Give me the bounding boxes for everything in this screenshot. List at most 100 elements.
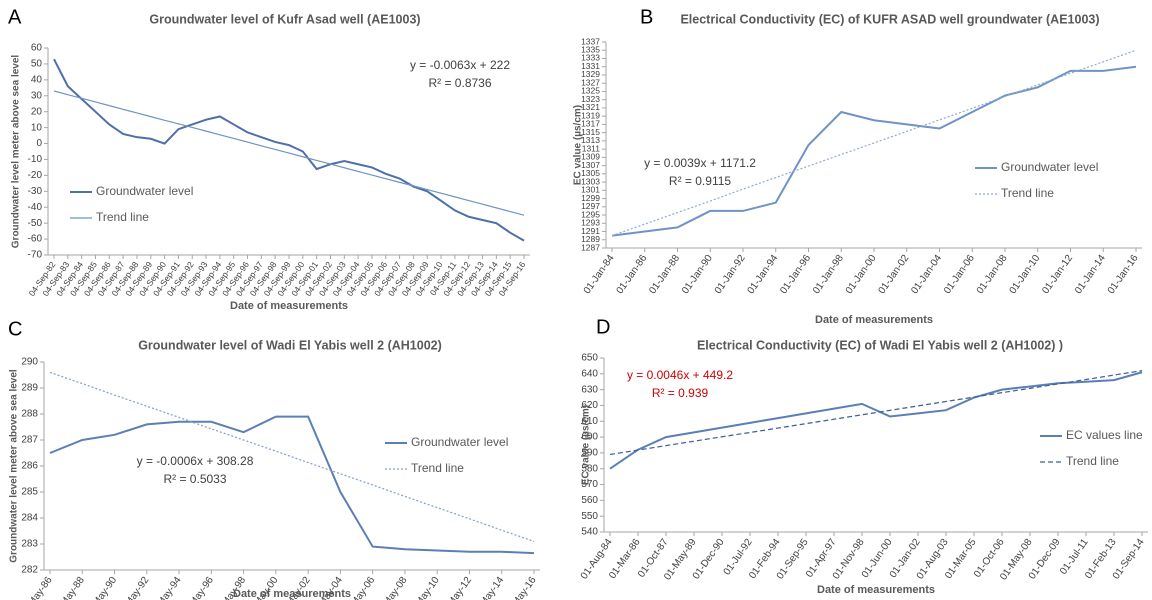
y-tick-label: 1299 [581,193,600,203]
legend-label: Trend line [1001,186,1054,200]
y-tick-label: 1329 [581,69,600,79]
y-tick-label: 1325 [581,86,600,96]
x-tick-label: 12-May-94 [147,575,184,600]
x-axis-label: Date of measurements [815,314,933,326]
y-tick-label: 0 [36,138,42,149]
x-tick-label: 01-Jan-14 [1073,253,1108,297]
series-line [609,371,1143,470]
x-tick-label: 12-May-10 [405,575,442,600]
y-tick-label: 284 [21,513,38,524]
x-tick-label: 01-Jan-84 [582,253,617,297]
y-tick-label: -40 [28,202,43,213]
y-tick-label: 1301 [581,185,600,195]
y-tick-label: 1307 [581,160,600,170]
y-tick-label: -30 [28,186,43,197]
y-tick-label: 30 [31,90,43,101]
series-line [611,49,1137,237]
legend-label: Trend line [1066,454,1119,468]
y-tick-label: 10 [31,122,43,133]
y-tick-label: 288 [21,409,38,420]
y-tick-label: 1331 [581,61,600,71]
x-tick-label: 12-May-88 [50,575,87,600]
y-axis-label: Groundwater level meter above sea level [11,55,22,249]
y-tick-label: 1311 [582,143,601,153]
x-tick-label: 01-Jan-02 [877,253,912,297]
y-tick-label: 620 [581,400,598,411]
y-tick-label: 50 [31,59,43,70]
y-tick-label: 560 [581,495,598,506]
panel-label: A [8,6,22,28]
x-tick-label: 01-Jan-90 [680,253,715,297]
x-tick-label: 12-May-12 [438,575,475,600]
y-axis-label: EC value (µs/cm) [573,105,584,185]
y-tick-label: 1319 [581,110,600,120]
x-tick-label: 12-May-90 [83,575,120,600]
series-line [609,370,1143,456]
x-tick-label: 01-Jan-04 [909,253,944,297]
chart-title: Groundwater level of Kufr Asad well (AE1… [149,12,420,26]
x-tick-label: 01-Jan-16 [1106,253,1141,297]
y-tick-label: 20 [31,106,43,117]
y-tick-label: -50 [28,218,43,229]
y-tick-label: 1323 [581,94,600,104]
x-tick-label: 12-May-86 [18,575,55,600]
y-tick-label: 640 [581,368,598,379]
y-axis-label: EC value (µs/cm) [581,405,592,485]
legend-label: Trend line [411,461,464,475]
series-line [49,415,535,555]
y-tick-label: 289 [21,383,38,394]
y-tick-label: 287 [21,435,38,446]
series-line [49,371,535,542]
y-tick-label: 1315 [581,127,600,137]
chart-title: Electrical Conductivity (EC) of KUFR ASA… [680,12,1099,26]
y-tick-label: 590 [581,448,598,459]
equation: R² = 0.8736 [428,76,491,90]
x-tick-label: 12-May-08 [373,575,410,600]
y-tick-label: 1287 [581,242,600,252]
series-line [53,58,525,242]
equation: y = -0.0063x + 222 [410,58,510,72]
y-tick-label: 1335 [581,44,600,54]
y-tick-label: 1317 [581,119,600,129]
equation: y = -0.0006x + 308.28 [137,454,254,468]
x-axis-label: Date of measurements [817,584,935,596]
chart-title: Groundwater level of Wadi El Yabis well … [138,338,442,352]
y-tick-label: 1305 [581,168,600,178]
legend-label: Trend line [96,210,149,224]
y-tick-label: 1293 [581,218,600,228]
y-tick-label: 290 [21,357,38,368]
y-tick-label: 1309 [581,152,600,162]
x-tick-label: 12-May-92 [115,575,152,600]
panel-label: D [596,316,610,338]
legend-label: Groundwater level [96,184,193,198]
y-tick-label: 60 [31,43,43,54]
y-tick-label: -60 [28,234,43,245]
x-tick-label: 01-Jan-06 [942,253,977,297]
y-tick-label: 286 [21,461,38,472]
y-tick-label: 1291 [581,226,600,236]
y-tick-label: 40 [31,74,43,85]
x-tick-label: 12-May-96 [180,575,217,600]
x-tick-label: 01-Jan-98 [811,253,846,297]
x-tick-label: 01-Jan-10 [1008,253,1043,297]
y-tick-label: 1333 [581,53,600,63]
x-tick-label: 01-Jan-96 [778,253,813,297]
x-axis-label: Date of measurements [233,588,351,600]
y-tick-label: 283 [21,539,38,550]
x-tick-label: 01-Jan-86 [615,253,650,297]
panel-label: C [8,318,22,340]
x-tick-label: 01-Jan-92 [713,253,748,297]
equation: y = 0.0046x + 449.2 [627,368,733,382]
y-tick-label: 650 [581,353,598,364]
x-tick-label: 01-Jan-94 [746,253,781,297]
y-tick-label: 610 [581,416,598,427]
legend-label: EC values line [1066,428,1143,442]
panel-label: B [640,6,653,28]
y-tick-label: -20 [28,170,43,181]
legend-label: Groundwater level [1001,160,1098,174]
x-tick-label: 01-Jan-00 [844,253,879,297]
x-axis-label: Date of measurements [230,300,348,312]
series-line [53,90,525,216]
equation: y = 0.0039x + 1171.2 [644,156,756,170]
